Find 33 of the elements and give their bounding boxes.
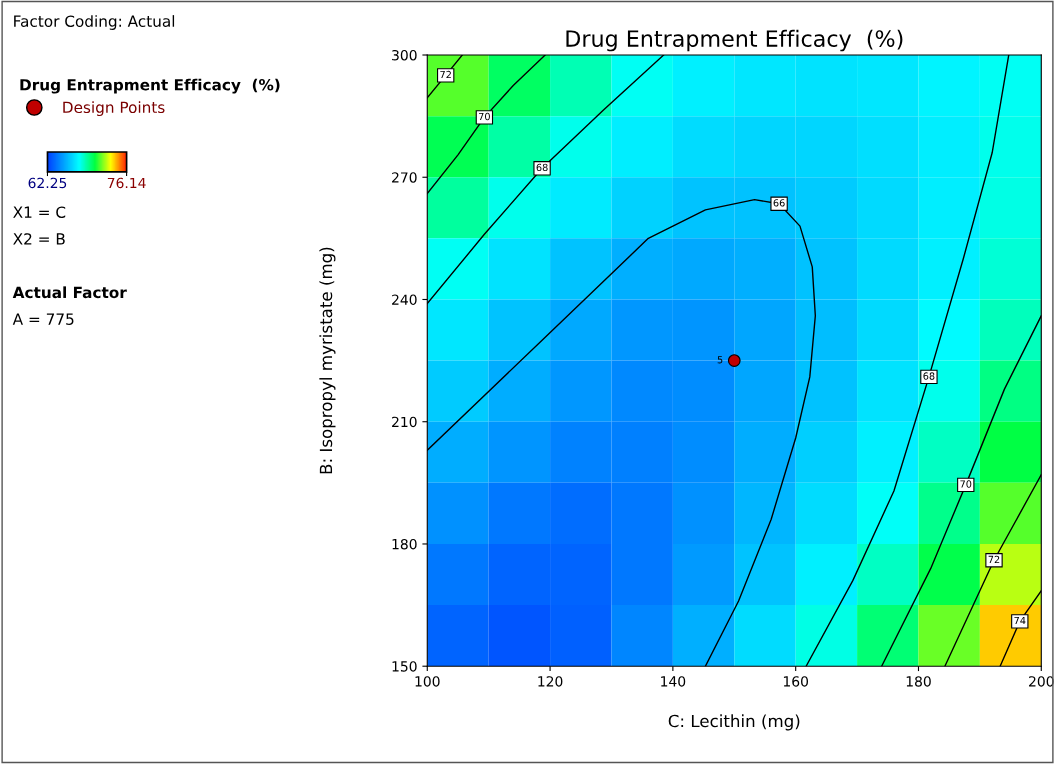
annotation: 72: [440, 70, 451, 79]
annotation: 5: [717, 356, 723, 364]
chart-title: Drug Entrapment Efficacy (%): [566, 29, 903, 52]
legend-label: Design Points: [63, 101, 165, 117]
annotation: 70: [478, 112, 490, 121]
text: A = 775: [12, 313, 74, 325]
x-tick-label: 160: [783, 676, 809, 687]
x-tick-label: 100: [415, 676, 440, 687]
x-axis-title: C: Lecithin (mg): [668, 714, 800, 731]
annotation: 66: [773, 199, 785, 207]
annotation: 72: [988, 555, 1000, 563]
color-bar-label: 76.14: [107, 177, 146, 189]
text: Actual Factor: [12, 286, 127, 299]
text: X1 = C: [13, 206, 66, 218]
annotation: 68: [923, 372, 935, 380]
y-tick-label: 270: [392, 172, 417, 183]
y-axis-title: B: Isopropyl myristate (mg): [319, 247, 336, 474]
y-tick-label: 210: [392, 416, 417, 428]
y-tick-label: 300: [392, 49, 417, 61]
text: X2 = B: [13, 233, 65, 245]
color-bar-label: 62.25: [28, 177, 67, 189]
y-tick-label: 180: [392, 538, 417, 550]
x-tick-label: 120: [538, 676, 563, 687]
text: Factor Coding: Actual: [14, 15, 175, 30]
x-tick-label: 200: [1029, 676, 1054, 687]
legend-title: Drug Entrapment Efficacy (%): [20, 78, 280, 94]
x-tick-label: 140: [661, 676, 686, 687]
annotation: 70: [960, 480, 972, 488]
y-tick-label: 240: [392, 294, 417, 305]
x-tick-label: 180: [906, 676, 931, 687]
y-tick-label: 150: [392, 661, 417, 672]
annotation: 68: [536, 163, 548, 172]
annotation: 74: [1014, 616, 1026, 625]
